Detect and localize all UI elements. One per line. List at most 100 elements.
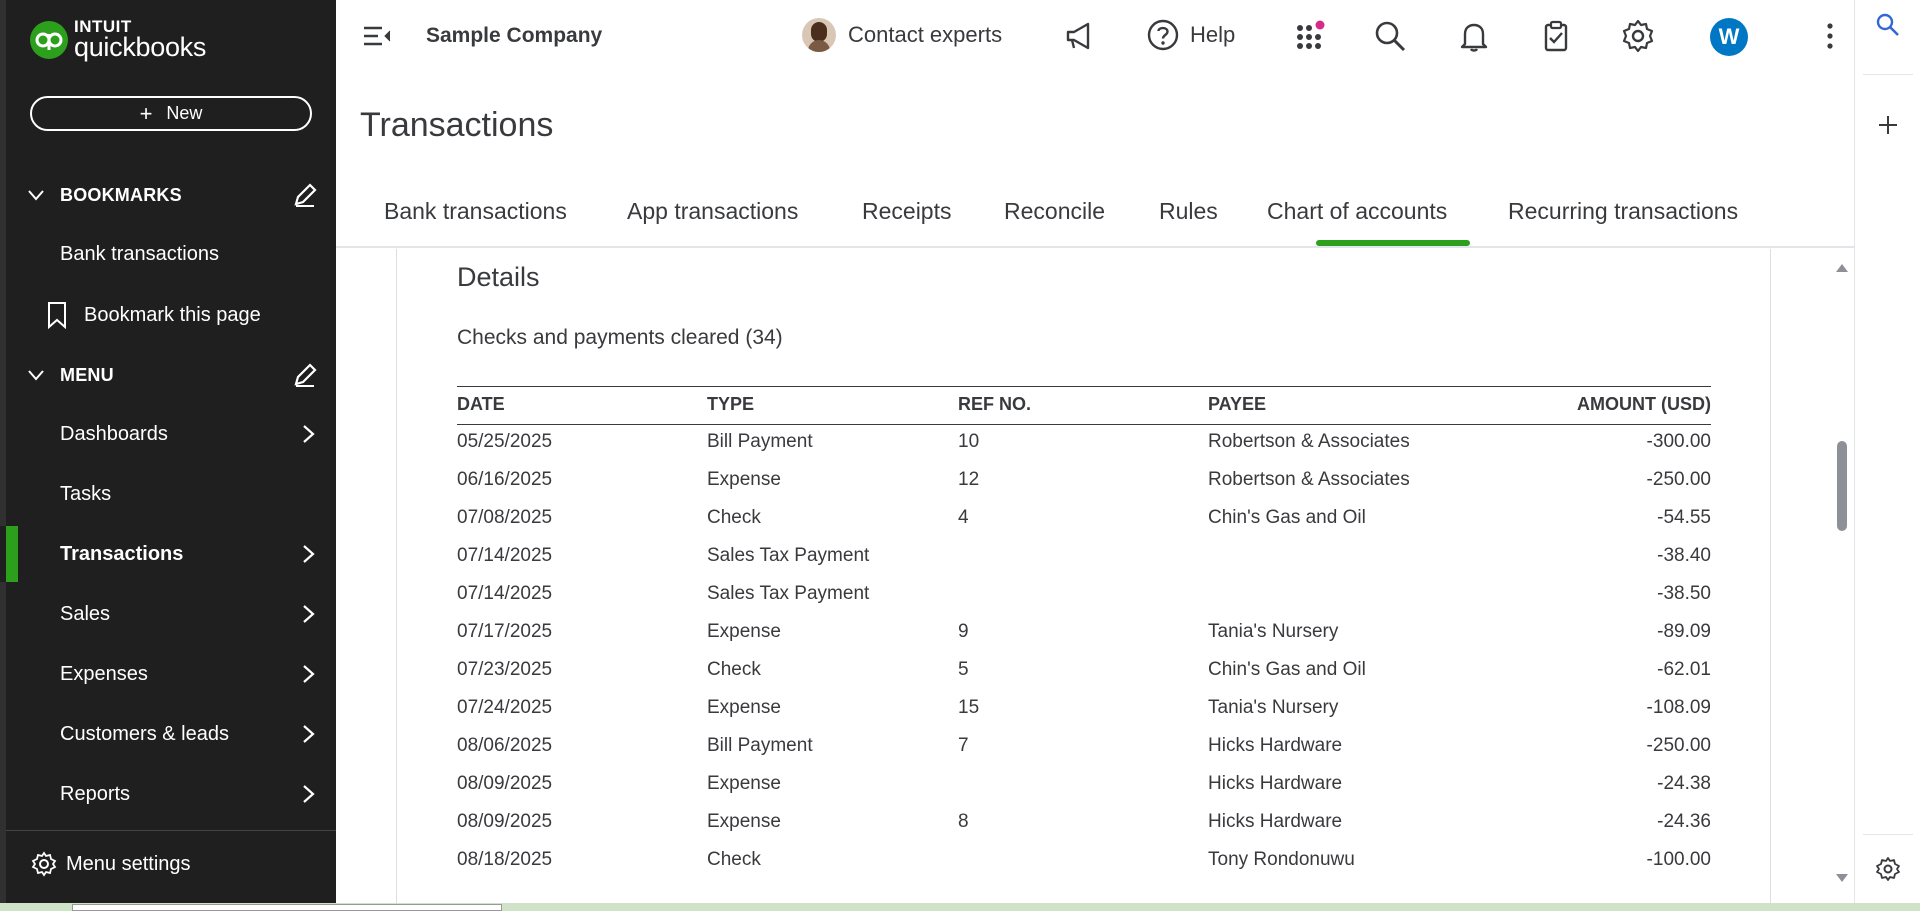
table-row[interactable]: 06/16/2025 Expense 12 Robertson & Associ… bbox=[457, 463, 1711, 501]
collapse-menu-icon[interactable] bbox=[362, 22, 392, 50]
cell-type: Bill Payment bbox=[707, 735, 813, 756]
cell-type: Bill Payment bbox=[707, 431, 813, 452]
help-button[interactable]: Help bbox=[1146, 18, 1235, 52]
edit-menu-pencil-icon[interactable] bbox=[290, 360, 320, 390]
table-header-rule bbox=[457, 424, 1711, 425]
cell-amount: -62.01 bbox=[1657, 659, 1711, 680]
bell-icon[interactable] bbox=[1456, 18, 1492, 54]
megaphone-icon[interactable] bbox=[1062, 18, 1098, 54]
scrollbar-thumb[interactable] bbox=[1837, 441, 1847, 531]
sidebar-item-tasks[interactable]: Tasks bbox=[0, 470, 336, 518]
table-row[interactable]: 07/14/2025 Sales Tax Payment -38.50 bbox=[457, 577, 1711, 615]
search-icon[interactable] bbox=[1875, 12, 1901, 38]
column-header-type[interactable]: TYPE bbox=[707, 394, 755, 414]
sidebar-edge bbox=[0, 0, 6, 903]
sidebar-item-dashboards[interactable]: Dashboards bbox=[0, 410, 336, 458]
cell-date: 08/18/2025 bbox=[457, 849, 553, 870]
sidebar-item-customers-leads[interactable]: Customers & leads bbox=[0, 710, 336, 758]
cell-ref-no: 5 bbox=[958, 659, 969, 680]
bookmarks-label: BOOKMARKS bbox=[60, 184, 182, 205]
cell-payee: Robertson & Associates bbox=[1208, 431, 1410, 452]
bookmarks-section-header[interactable]: BOOKMARKS bbox=[0, 175, 336, 215]
table-row[interactable]: 05/25/2025 Bill Payment 10 Robertson & A… bbox=[457, 425, 1711, 463]
table-row[interactable]: 07/17/2025 Expense 9 Tania's Nursery -89… bbox=[457, 615, 1711, 653]
tab-bank-transactions[interactable]: Bank transactions bbox=[384, 198, 567, 224]
gear-icon[interactable] bbox=[1875, 856, 1901, 882]
cell-amount: -38.40 bbox=[1657, 545, 1711, 566]
apps-grid-icon[interactable] bbox=[1292, 18, 1328, 54]
chevron-right-icon bbox=[303, 605, 315, 623]
tab-recurring-transactions[interactable]: Recurring transactions bbox=[1508, 198, 1739, 224]
contact-experts-button[interactable]: Contact experts bbox=[802, 18, 1002, 52]
column-header-ref-no[interactable]: REF NO. bbox=[958, 394, 1032, 414]
cell-date: 05/25/2025 bbox=[457, 431, 553, 452]
user-avatar[interactable]: W bbox=[1710, 18, 1748, 56]
logo-quickbooks-text: quickbooks bbox=[74, 32, 207, 62]
scroll-down-arrow-icon[interactable] bbox=[1834, 872, 1850, 884]
tab-receipts[interactable]: Receipts bbox=[862, 198, 952, 224]
plus-icon: + bbox=[139, 100, 153, 126]
sidebar-item-expenses[interactable]: Expenses bbox=[0, 650, 336, 698]
cell-ref-no: 9 bbox=[958, 621, 969, 642]
plus-icon[interactable] bbox=[1875, 112, 1901, 138]
table-row[interactable]: 08/06/2025 Bill Payment 7 Hicks Hardware… bbox=[457, 729, 1711, 767]
company-name[interactable]: Sample Company bbox=[426, 24, 603, 47]
chevron-right-icon bbox=[303, 725, 315, 743]
sidebar-item-label: Dashboards bbox=[60, 422, 168, 445]
menu-settings-button[interactable]: Menu settings bbox=[0, 840, 336, 888]
search-icon[interactable] bbox=[1372, 18, 1408, 54]
menu-label: MENU bbox=[60, 364, 114, 385]
sidebar-item-label: Reports bbox=[60, 782, 131, 805]
quickbooks-logo[interactable]: INTUIT quickbooks bbox=[30, 18, 206, 61]
logo-intuit-text: INTUIT bbox=[74, 17, 132, 36]
tab-rules[interactable]: Rules bbox=[1159, 198, 1218, 224]
cell-type: Check bbox=[707, 659, 761, 680]
bookmark-this-page[interactable]: Bookmark this page bbox=[0, 291, 336, 339]
cell-ref-no: 12 bbox=[958, 469, 980, 490]
cell-ref-no: 15 bbox=[958, 697, 980, 718]
settings-gear-icon[interactable] bbox=[1620, 18, 1656, 54]
edit-bookmarks-pencil-icon[interactable] bbox=[290, 180, 320, 210]
table-row[interactable]: 08/18/2025 Check Tony Rondonuwu -100.00 bbox=[457, 843, 1711, 881]
sidebar-item-label: Tasks bbox=[60, 482, 112, 505]
cell-type: Sales Tax Payment bbox=[707, 583, 870, 604]
table-row[interactable]: 07/14/2025 Sales Tax Payment -38.40 bbox=[457, 539, 1711, 577]
chevron-down-icon[interactable] bbox=[26, 365, 46, 385]
clipboard-check-icon[interactable] bbox=[1538, 18, 1574, 54]
cell-payee: Hicks Hardware bbox=[1208, 773, 1343, 794]
more-vertical-icon[interactable] bbox=[1812, 18, 1848, 54]
scroll-up-arrow-icon[interactable] bbox=[1834, 262, 1850, 274]
table-row[interactable]: 08/09/2025 Expense Hicks Hardware -24.38 bbox=[457, 767, 1711, 805]
cell-type: Expense bbox=[707, 697, 781, 718]
cell-date: 07/24/2025 bbox=[457, 697, 553, 718]
table-row[interactable]: 07/24/2025 Expense 15 Tania's Nursery -1… bbox=[457, 691, 1711, 729]
cell-ref-no: 10 bbox=[958, 431, 980, 452]
tab-chart-of-accounts[interactable]: Chart of accounts bbox=[1267, 198, 1448, 224]
sidebar-item-label: Transactions bbox=[60, 542, 184, 565]
new-button[interactable]: + New bbox=[30, 96, 312, 131]
card-border-right bbox=[1770, 249, 1771, 903]
taskbar-window-thumb bbox=[72, 904, 502, 911]
tab-app-transactions[interactable]: App transactions bbox=[627, 198, 799, 224]
top-bar: Sample Company Contact experts Help W bbox=[336, 0, 1854, 72]
cell-date: 08/06/2025 bbox=[457, 735, 553, 756]
new-button-label: New bbox=[166, 103, 203, 123]
column-header-date[interactable]: DATE bbox=[457, 394, 505, 414]
menu-section-header[interactable]: MENU bbox=[0, 355, 336, 395]
sidebar-divider bbox=[6, 830, 336, 831]
sidebar-item-transactions[interactable]: Transactions bbox=[0, 526, 336, 582]
tab-reconcile[interactable]: Reconcile bbox=[1004, 198, 1105, 224]
sidebar-item-sales[interactable]: Sales bbox=[0, 590, 336, 638]
cell-payee: Robertson & Associates bbox=[1208, 469, 1410, 490]
bookmark-item-bank-transactions[interactable]: Bank transactions bbox=[0, 230, 336, 278]
table-row[interactable]: 07/08/2025 Check 4 Chin's Gas and Oil -5… bbox=[457, 501, 1711, 539]
cell-date: 07/23/2025 bbox=[457, 659, 553, 680]
column-header-payee[interactable]: PAYEE bbox=[1208, 394, 1267, 414]
table-row[interactable]: 08/09/2025 Expense 8 Hicks Hardware -24.… bbox=[457, 805, 1711, 843]
chevron-down-icon[interactable] bbox=[26, 185, 46, 205]
chevron-right-icon bbox=[303, 545, 315, 563]
column-header-amount[interactable]: AMOUNT (USD) bbox=[1577, 394, 1711, 414]
table-row[interactable]: 07/23/2025 Check 5 Chin's Gas and Oil -6… bbox=[457, 653, 1711, 691]
sidebar-item-reports[interactable]: Reports bbox=[0, 770, 336, 818]
page-title: Transactions bbox=[360, 106, 554, 144]
